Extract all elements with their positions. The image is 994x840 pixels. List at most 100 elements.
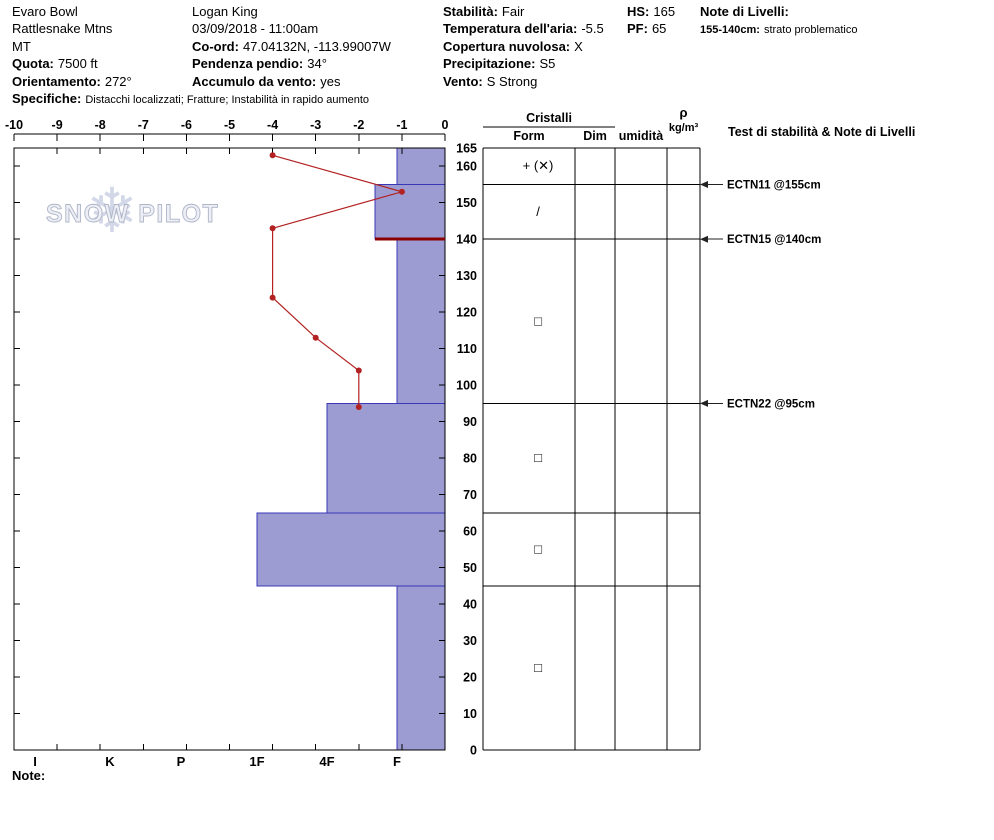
temp-tick-label: -5 [224,118,235,132]
air-temp-label: Temperatura dell'aria: [443,21,578,37]
aspect-label: Orientamento: [12,73,101,89]
layer-note: 155-140cm: strato problematico [700,21,857,38]
hardness-tick-label: F [393,754,401,769]
snow-height: HS: 165 [627,4,675,21]
wind-loading-label: Accumulo da vento: [192,73,317,89]
observer-name: Logan King [192,4,258,19]
layer-notes-title: Note di Livelli: [700,4,789,19]
depth-tick-label: 90 [463,415,477,429]
temp-tick-label: -10 [5,118,23,132]
stability-value: Fair [501,4,525,19]
stability: Stabilità: Fair [443,4,604,21]
layer-bar-45-0cm [396,585,446,751]
pf-label: PF: [627,21,648,37]
depth-tick-label: 10 [463,707,477,721]
precip-label: Precipitazione: [443,56,536,72]
layer-notes-column: Note di Livelli: 155-140cm: strato proble… [700,4,857,39]
site-range: Rattlesnake Mtns [12,21,113,37]
col-header-density-unit: kg/m³ [669,122,699,134]
depth-tick-label: 70 [463,488,477,502]
aspect-value: 272° [104,73,132,89]
depth-tick-label: 110 [457,342,477,356]
depth-tick-label: 60 [463,525,477,539]
site-info-column: Evaro Bowl Rattlesnake Mtns MT Quota: 750… [12,4,369,108]
sky-label: Copertura nuvolosa: [443,38,571,54]
site-notes-label: Specifiche: [12,90,82,106]
temp-tick-label: -4 [267,118,278,132]
wind: Vento: S Strong [443,74,604,91]
depth-tick-label: 160 [456,160,477,174]
site-state: MT [12,38,31,54]
observer-info-column: Logan King 03/09/2018 - 11:00am Co-ord: 4… [192,4,391,91]
grain-form-symbol: / [536,204,540,219]
layer-note-range: 155-140cm: [700,24,760,37]
observation-datetime: 03/09/2018 - 11:00am [192,21,319,37]
temperature-point [355,404,362,411]
stability-label: Stabilità: [443,4,498,19]
hardness-tick-label: 1F [249,754,264,769]
col-header-density-rho: ρ [679,105,687,120]
temp-tick-label: -6 [181,118,192,132]
temperature-point [269,294,276,301]
hardness-tick-label: 4F [319,754,334,769]
wind-value: S Strong [486,73,538,89]
depth-tick-label: 130 [456,269,477,283]
wind-label: Vento: [443,73,483,89]
hardness-tick-label: P [177,754,186,769]
col-header-tests: Test di stabilità & Note di Livelli [728,125,915,139]
precipitation: Precipitazione: S5 [443,56,604,73]
totals-column: HS: 165 PF: 65 [627,4,675,39]
col-header-form: Form [513,129,544,143]
layer-bar-95-65cm [326,402,446,514]
air-temp-value: -5.5 [581,21,604,37]
col-header-dim: Dim [583,129,607,143]
stability-test-arrow-icon [700,235,708,243]
depth-tick-label: 50 [463,561,477,575]
pit-foot: PF: 65 [627,21,675,38]
watermark-text: SNOW PILOT [46,200,219,228]
coord-value: 47.04132N, -113.99007W [242,38,391,54]
site-elevation: Quota: 7500 ft [12,56,369,73]
depth-tick-label: 165 [456,142,477,156]
layer-bar-165-155cm [396,147,446,185]
temperature-point [355,367,362,374]
slope-value: 34° [307,56,327,72]
sky-value: X [574,38,583,54]
depth-tick-label: 80 [463,452,477,466]
temp-tick-label: -9 [52,118,63,132]
hs-value: 165 [653,4,676,19]
hs-label: HS: [627,4,650,19]
site-aspect: Orientamento: 272° [12,74,369,91]
air-temperature: Temperatura dell'aria: -5.5 [443,21,604,38]
note-label: Note: [12,768,46,783]
depth-tick-label: 150 [456,196,477,210]
slope-label: Pendenza pendio: [192,56,304,72]
temperature-point [398,188,405,195]
elevation-label: Quota: [12,56,54,72]
col-header-cristalli: Cristalli [526,111,572,125]
stability-test-arrow-icon [700,180,708,188]
depth-tick-label: 0 [470,744,477,758]
depth-tick-label: 40 [463,598,477,612]
hardness-tick-label: I [33,754,37,769]
coordinates: Co-ord: 47.04132N, -113.99007W [192,39,391,56]
grain-form-symbol: □ [534,660,542,675]
col-header-humidity: umidità [619,129,663,143]
temp-tick-label: -1 [396,118,407,132]
site-name: Evaro Bowl [12,4,78,19]
temperature-point [269,152,276,159]
pf-value: 65 [651,21,667,37]
conditions-column: Stabilità: Fair Temperatura dell'aria: -5.… [443,4,604,91]
layer-bar-65-45cm [256,512,446,587]
layer-note-text: strato problematico [763,24,858,37]
depth-tick-label: 100 [456,379,477,393]
sky-cover: Copertura nuvolosa: X [443,39,604,56]
layer-bar-155-140cm [374,183,446,240]
temperature-point [269,225,276,232]
stability-test-label: ECTN22 @95cm [727,398,815,410]
depth-tick-label: 120 [456,306,477,320]
precip-value: S5 [539,56,556,72]
elevation-value: 7500 ft [57,56,98,72]
